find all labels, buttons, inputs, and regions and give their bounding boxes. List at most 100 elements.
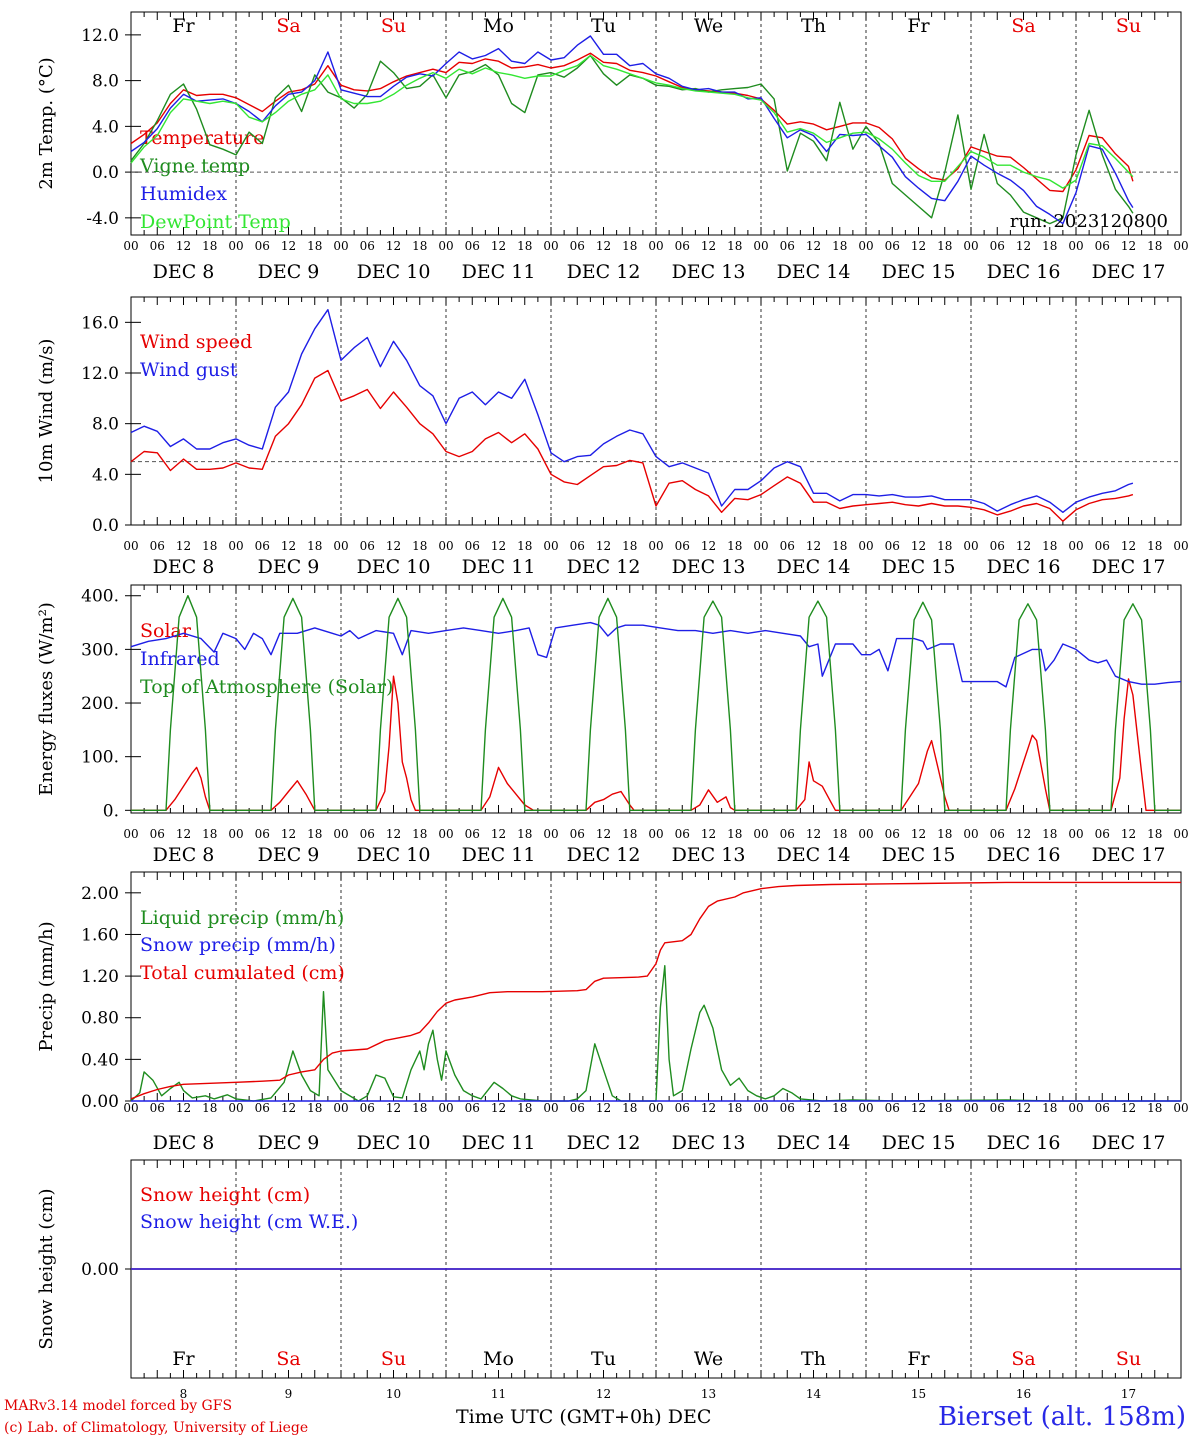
y-tick-label: 8.0	[92, 415, 119, 435]
hour-tick-label: 00	[438, 239, 453, 253]
hour-tick-label: 06	[885, 539, 900, 553]
hour-tick-label: 00	[1068, 539, 1083, 553]
hour-tick-label: 00	[963, 539, 978, 553]
weekday-label: Mo	[483, 15, 514, 37]
hour-tick-label: 12	[491, 239, 506, 253]
date-label: DEC 12	[567, 844, 641, 866]
date-label: DEC 8	[153, 1132, 215, 1154]
hour-tick-label: 12	[806, 239, 821, 253]
hour-tick-label: 06	[990, 539, 1005, 553]
y-tick-label: -4.0	[86, 209, 119, 229]
weekday-label-bottom: Fr	[172, 1348, 195, 1370]
y-axis-label: Snow height (cm)	[36, 1188, 57, 1349]
hour-tick-label: 12	[701, 1101, 716, 1115]
day-number: 9	[285, 1387, 293, 1401]
legend-entry: Liquid precip (mm/h)	[140, 907, 344, 929]
hour-tick-label: 00	[438, 1101, 453, 1115]
hour-tick-label: 00	[648, 239, 663, 253]
hour-tick-label: 06	[570, 539, 585, 553]
hour-tick-label: 12	[596, 1101, 611, 1115]
hour-tick-label: 18	[622, 539, 637, 553]
panel-2: 0.0 4.0 8.0 12.0 16.0 10m Wind (m/s) Wind spee…	[36, 296, 1189, 578]
date-label: DEC 13	[672, 261, 746, 283]
hour-tick-label: 06	[465, 539, 480, 553]
hour-tick-label: 18	[937, 827, 952, 841]
day-number: 17	[1121, 1387, 1136, 1401]
hour-tick-label: 18	[412, 827, 427, 841]
hour-tick-label: 00	[1173, 539, 1188, 553]
hour-tick-label: 06	[780, 827, 795, 841]
y-tick-label: 0.80	[81, 1009, 119, 1029]
weekday-label-bottom: Su	[1116, 1348, 1141, 1370]
credit-model: MARv3.14 model forced by GFS	[4, 1398, 233, 1414]
y-tick-label: 4.0	[92, 465, 119, 485]
hour-tick-label: 06	[1095, 1101, 1110, 1115]
hour-tick-label: 00	[228, 1101, 243, 1115]
hour-tick-label: 18	[412, 539, 427, 553]
hour-tick-label: 00	[1068, 1101, 1083, 1115]
date-label: DEC 15	[882, 261, 956, 283]
day-number: 14	[806, 1387, 822, 1401]
hour-tick-label: 12	[596, 239, 611, 253]
date-label: DEC 12	[567, 1132, 641, 1154]
hour-tick-label: 18	[832, 239, 847, 253]
legend-entry: Infrared	[140, 648, 220, 670]
hour-tick-label: 06	[885, 1101, 900, 1115]
hour-tick-label: 06	[465, 827, 480, 841]
hour-tick-label: 06	[675, 1101, 690, 1115]
date-label: DEC 14	[777, 261, 851, 283]
hour-tick-label: 18	[727, 827, 742, 841]
hour-tick-label: 00	[333, 239, 348, 253]
hour-tick-label: 00	[333, 539, 348, 553]
y-tick-label: 8.0	[92, 72, 119, 92]
hour-tick-label: 18	[622, 827, 637, 841]
date-label: DEC 11	[462, 261, 536, 283]
hour-tick-label: 12	[281, 1101, 296, 1115]
panel-4: 0.00 0.40 0.80 1.20 1.60 2.00 Precip (mm/h) Liq…	[36, 871, 1189, 1154]
x-axis-title-text: Time UTC (GMT+0h)	[456, 1406, 662, 1428]
weekday-label: Th	[801, 15, 826, 37]
hour-tick-label: 18	[622, 239, 637, 253]
hour-tick-label: 06	[360, 539, 375, 553]
hour-tick-label: 12	[806, 539, 821, 553]
hour-tick-label: 18	[412, 239, 427, 253]
hour-tick-label: 00	[438, 827, 453, 841]
y-tick-label: 300.	[81, 640, 119, 660]
hour-tick-label: 06	[255, 1101, 270, 1115]
date-label: DEC 17	[1092, 844, 1166, 866]
hour-tick-label: 12	[806, 827, 821, 841]
series-line-humidex	[130, 35, 1134, 225]
y-tick-label: 100.	[81, 748, 119, 768]
credit-lab: (c) Lab. of Climatology, University of L…	[4, 1420, 309, 1436]
hour-tick-label: 18	[832, 827, 847, 841]
hour-tick-label: 12	[281, 239, 296, 253]
panel-5: 0.00 Snow height (cm) Snow height (cm) Snow…	[36, 1159, 1182, 1379]
date-label: DEC 9	[258, 844, 320, 866]
hour-tick-label: 12	[701, 539, 716, 553]
weekday-label-bottom: Su	[381, 1348, 406, 1370]
hour-tick-label: 12	[1121, 239, 1136, 253]
date-label: DEC 13	[672, 556, 746, 578]
y-tick-label: 0.00	[81, 1260, 119, 1280]
hour-tick-label: 06	[990, 1101, 1005, 1115]
hour-tick-label: 12	[386, 827, 401, 841]
date-label: DEC 10	[357, 261, 431, 283]
date-label: DEC 11	[462, 556, 536, 578]
hour-tick-label: 12	[281, 827, 296, 841]
hour-tick-label: 18	[727, 1101, 742, 1115]
run-label: run: 2023120800	[1010, 211, 1168, 232]
hour-tick-label: 18	[307, 827, 322, 841]
day-number: 15	[911, 1387, 926, 1401]
hour-tick-label: 00	[228, 539, 243, 553]
legend-entry: Snow precip (mm/h)	[140, 934, 336, 956]
hour-tick-label: 06	[675, 239, 690, 253]
weekday-label: Su	[381, 15, 406, 37]
hour-tick-label: 18	[937, 539, 952, 553]
y-tick-label: 0.0	[92, 163, 119, 183]
y-tick-label: 0.	[103, 801, 119, 821]
hour-tick-label: 00	[648, 539, 663, 553]
day-number: 11	[491, 1387, 506, 1401]
hour-tick-label: 06	[150, 1101, 165, 1115]
y-tick-label: 4.0	[92, 117, 119, 137]
